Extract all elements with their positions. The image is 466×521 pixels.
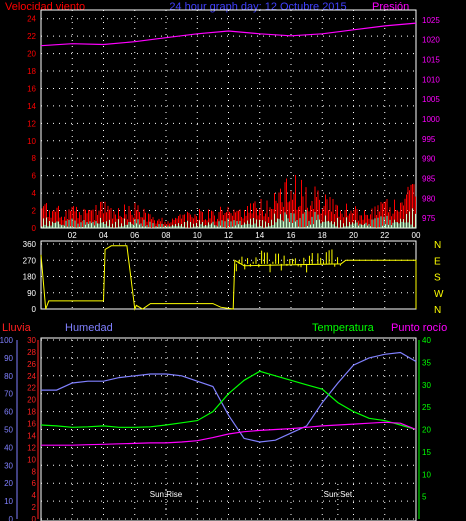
wind-speed-tick: 8 [32, 154, 37, 163]
wind-speed-tick: 10 [27, 137, 36, 146]
temperature-tick: 20 [422, 426, 431, 435]
pressure-tick: 1020 [422, 36, 440, 45]
wind-speed-tick: 14 [27, 102, 36, 111]
compass-label: E [434, 256, 441, 267]
rain-tick: 16 [27, 420, 36, 429]
rain-title: Lluvia [2, 322, 32, 334]
time-tick: 18 [318, 231, 327, 240]
time-tick: 16 [287, 231, 296, 240]
time-tick: 06 [130, 231, 139, 240]
pressure-tick: 995 [422, 135, 436, 144]
pressure-tick: 1010 [422, 75, 440, 84]
wind-speed-tick: 22 [27, 32, 36, 41]
temperature-tick: 40 [422, 336, 431, 345]
humidity-tick: 60 [4, 408, 13, 417]
rain-tick: 22 [27, 384, 36, 393]
humidity-tick: 10 [4, 497, 13, 506]
time-tick: 08 [162, 231, 171, 240]
direction-tick: 0 [32, 305, 37, 314]
wind-speed-tick: 18 [27, 67, 36, 76]
compass-label: W [434, 289, 444, 300]
pressure-tick: 1015 [422, 56, 440, 65]
humidity-title: Humedad [65, 322, 113, 334]
time-tick: 12 [224, 231, 233, 240]
humidity-tick: 90 [4, 354, 13, 363]
time-tick: 20 [349, 231, 358, 240]
wind-speed-tick: 4 [32, 189, 37, 198]
wind-speed-tick: 24 [27, 15, 36, 24]
humidity-tick: 20 [4, 479, 13, 488]
pressure-tick: 1000 [422, 115, 440, 124]
rain-tick: 0 [32, 515, 37, 521]
wind-pressure-panel [40, 9, 417, 229]
direction-tick: 270 [23, 256, 37, 265]
humidity-tick: 70 [4, 390, 13, 399]
direction-tick: 180 [23, 273, 37, 282]
dewpoint-title: Punto rocío [391, 322, 447, 334]
wind-speed-tick: 2 [32, 207, 37, 216]
wind-speed-tick: 0 [32, 224, 37, 233]
direction-tick: 360 [23, 240, 37, 249]
temperature-tick: 25 [422, 403, 431, 412]
temperature-title: Temperatura [312, 322, 375, 334]
rain-tick: 26 [27, 360, 36, 369]
rain-tick: 2 [32, 503, 37, 512]
humidity-tick: 40 [4, 443, 13, 452]
time-tick: 04 [99, 231, 108, 240]
wind-speed-tick: 20 [27, 50, 36, 59]
wind-direction-panel [40, 240, 417, 310]
time-tick: 00 [412, 231, 421, 240]
temperature-tick: 10 [422, 470, 431, 479]
temperature-tick: 15 [422, 448, 431, 457]
humidity-tick: 0 [9, 515, 14, 521]
sun-marker-label: Sun:Rise [150, 490, 183, 499]
sun-marker-label: Sun:Set [324, 490, 353, 499]
pressure-tick: 985 [422, 174, 436, 183]
rain-tick: 30 [27, 336, 36, 345]
temperature-tick: 30 [422, 381, 431, 390]
temperature-tick: 35 [422, 358, 431, 367]
pressure-line [40, 22, 417, 47]
rain-tick: 28 [27, 348, 36, 357]
rain-tick: 20 [27, 396, 36, 405]
rain-tick: 10 [27, 455, 36, 464]
temperature-tick: 5 [422, 493, 427, 502]
rain-tick: 12 [27, 443, 36, 452]
temperature-line [40, 370, 417, 431]
rain-tick: 24 [27, 372, 36, 381]
wind-speed-tick: 12 [27, 119, 36, 128]
direction-tick: 90 [27, 289, 36, 298]
pressure-tick: 990 [422, 155, 436, 164]
rain-tick: 14 [27, 431, 36, 440]
pressure-tick: 1025 [422, 16, 440, 25]
humidity-tick: 50 [4, 426, 13, 435]
wind-speed-tick: 16 [27, 84, 36, 93]
humidity-tick: 30 [4, 461, 13, 470]
rain-tick: 4 [32, 491, 37, 500]
wind-direction-line [40, 245, 417, 311]
pressure-tick: 1005 [422, 95, 440, 104]
time-tick: 22 [380, 231, 389, 240]
pressure-title: Presión [372, 1, 409, 13]
time-tick: 10 [193, 231, 202, 240]
pressure-tick: 980 [422, 194, 436, 203]
compass-label: S [434, 273, 441, 284]
compass-label: N [434, 305, 441, 316]
rain-tick: 18 [27, 408, 36, 417]
time-tick: 14 [255, 231, 264, 240]
wind-speed-tick: 6 [32, 172, 37, 181]
pressure-tick: 975 [422, 214, 436, 223]
time-tick: 02 [68, 231, 77, 240]
humidity-line [41, 351, 417, 443]
dewpoint-line [41, 421, 417, 446]
compass-label: N [434, 240, 441, 251]
rain-tick: 6 [32, 479, 37, 488]
graph-title: 24 hour graph day: 12 Octubre 2015 [169, 1, 346, 13]
wind-speed-title: Velocidad viento [5, 1, 85, 13]
humidity-tick: 80 [4, 372, 13, 381]
rain-tick: 8 [32, 467, 37, 476]
humidity-tick: 100 [0, 336, 14, 345]
